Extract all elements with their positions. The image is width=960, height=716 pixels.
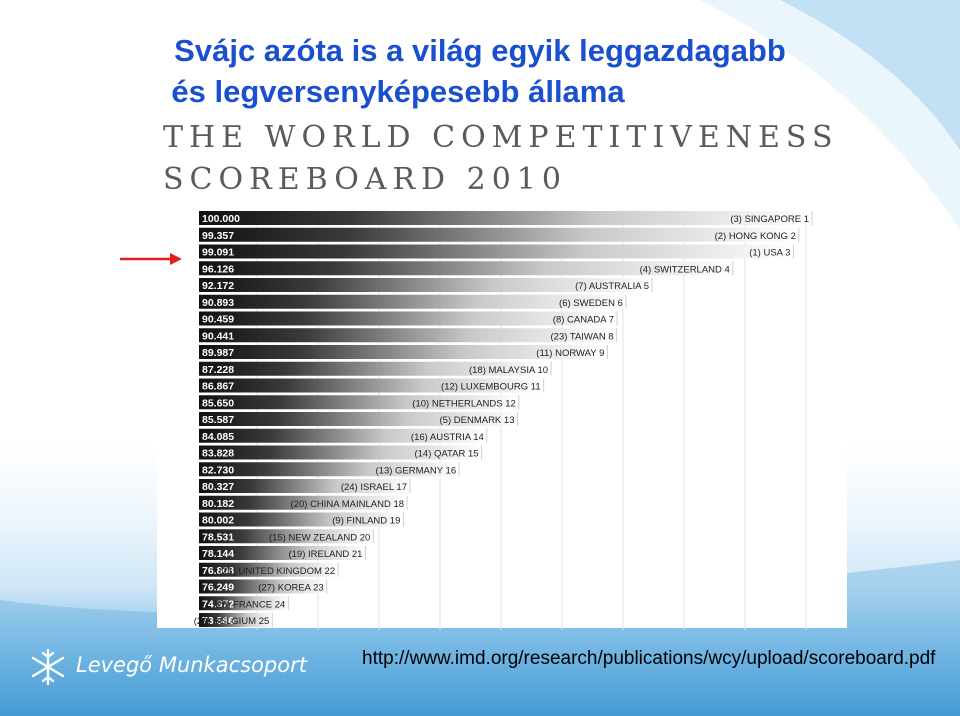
bar <box>199 596 289 611</box>
value-label: 90.441 <box>202 330 234 342</box>
value-label: 100.000 <box>202 213 240 225</box>
chart-category-labels: (3) SINGAPORE 1 (2) HONG KONG 2 (1) USA 3 (… <box>194 214 809 627</box>
bar <box>199 261 733 276</box>
value-label: 76.249 <box>202 582 234 594</box>
category-label: (19) IRELAND 21 <box>288 549 362 560</box>
category-label: (4) SWITZERLAND 4 <box>640 264 730 275</box>
value-label: 74.372 <box>202 598 234 610</box>
category-label: (14) QATAR 15 <box>414 449 478 460</box>
scoreboard-title-line1: THE WORLD COMPETITIVENESS <box>163 120 839 155</box>
category-label: (18) MALAYSIA 10 <box>469 365 548 376</box>
bar <box>199 412 518 426</box>
snowflake-icon <box>31 648 65 686</box>
bar <box>199 529 374 544</box>
value-label: 89.987 <box>202 347 234 359</box>
bar <box>199 562 339 577</box>
category-label: (16) AUSTRIA 14 <box>411 432 484 443</box>
category-label: (13) GERMANY 16 <box>376 465 457 476</box>
bar <box>199 445 482 460</box>
category-label: (27) KOREA 23 <box>258 583 323 594</box>
bar <box>199 495 408 510</box>
bar <box>199 428 487 443</box>
bar <box>199 378 544 393</box>
value-label: 82.730 <box>202 464 234 476</box>
logo: Levegő Munkacsoport <box>28 645 307 686</box>
bar <box>199 294 626 309</box>
slide-title-line1: Svájc azóta is a világ egyik leggazdagab… <box>174 33 786 68</box>
category-label: (1) USA 3 <box>749 248 790 259</box>
category-label: (22) BELGIUM 25 <box>194 616 269 627</box>
category-label: (21) UNITED KINGDOM 22 <box>219 566 335 577</box>
value-label: 80.182 <box>202 498 234 510</box>
chart-value-labels: 100.000 99.357 99.091 96.126 92.172 90.893 90.… <box>202 213 240 627</box>
scoreboard-title-line2: SCOREBOARD 2010 <box>163 162 567 197</box>
category-label: (8) CANADA 7 <box>553 315 614 326</box>
value-label: 87.228 <box>202 364 234 376</box>
bar <box>199 227 799 242</box>
competitiveness-chart: 100.000 99.357 99.091 96.126 92.172 90.893 90.… <box>194 211 813 630</box>
value-label: 76.808 <box>202 565 234 577</box>
bar <box>199 211 812 225</box>
value-label: 83.828 <box>202 448 234 460</box>
value-label: 85.587 <box>202 414 234 426</box>
category-label: (9) FINLAND 19 <box>332 516 400 527</box>
bar <box>199 613 273 627</box>
bar <box>199 546 366 560</box>
value-label: 96.126 <box>202 263 234 275</box>
bar <box>199 328 617 343</box>
scoreboard-image: THE WORLD COMPETITIVENESS SCOREBOARD 201… <box>157 114 847 630</box>
category-label: (20) CHINA MAINLAND 18 <box>291 499 405 510</box>
value-label: 86.867 <box>202 381 234 393</box>
slide-title-line2: és legversenyképesebb állama <box>171 74 625 109</box>
bar <box>199 345 608 359</box>
value-label: 85.650 <box>202 397 234 409</box>
value-label: 99.357 <box>202 230 234 242</box>
bar <box>199 512 404 527</box>
category-label: (5) DENMARK 13 <box>440 415 515 426</box>
bar <box>199 244 794 259</box>
bar <box>199 479 411 493</box>
value-label: 78.531 <box>202 531 234 543</box>
highlight-arrow <box>120 253 182 265</box>
category-label: (24) ISRAEL 17 <box>341 482 407 493</box>
value-label: 90.893 <box>202 297 234 309</box>
category-label: (12) LUXEMBOURG 11 <box>441 382 541 393</box>
bar <box>199 462 460 477</box>
category-label: (3) SINGAPORE 1 <box>730 214 809 225</box>
category-label: (23) TAIWAN 8 <box>551 331 614 342</box>
value-label: 73.586 <box>202 615 234 627</box>
category-label: (7) AUSTRALIA 5 <box>575 281 649 292</box>
value-label: 84.085 <box>202 431 234 443</box>
source-url[interactable]: http://www.imd.org/research/publications… <box>362 648 936 669</box>
value-label: 80.002 <box>202 515 234 527</box>
category-label: (28) FRANCE 24 <box>214 599 286 610</box>
value-label: 92.172 <box>202 280 234 292</box>
logo-text: Levegő Munkacsoport <box>76 653 307 677</box>
category-label: (15) NEW ZEALAND 20 <box>269 532 370 543</box>
bar <box>199 311 618 326</box>
value-label: 78.144 <box>202 548 234 560</box>
bar <box>199 579 327 594</box>
value-label: 99.091 <box>202 247 234 259</box>
bar <box>199 361 552 376</box>
category-label: (2) HONG KONG 2 <box>715 231 796 242</box>
value-label: 80.327 <box>202 481 234 493</box>
category-label: (10) NETHERLANDS 12 <box>412 398 515 409</box>
bar <box>199 395 519 410</box>
category-label: (6) SWEDEN 6 <box>559 298 623 309</box>
category-label: (11) NORWAY 9 <box>536 348 604 359</box>
value-label: 90.459 <box>202 314 234 326</box>
chart-bars <box>199 211 813 627</box>
bar <box>199 278 653 292</box>
